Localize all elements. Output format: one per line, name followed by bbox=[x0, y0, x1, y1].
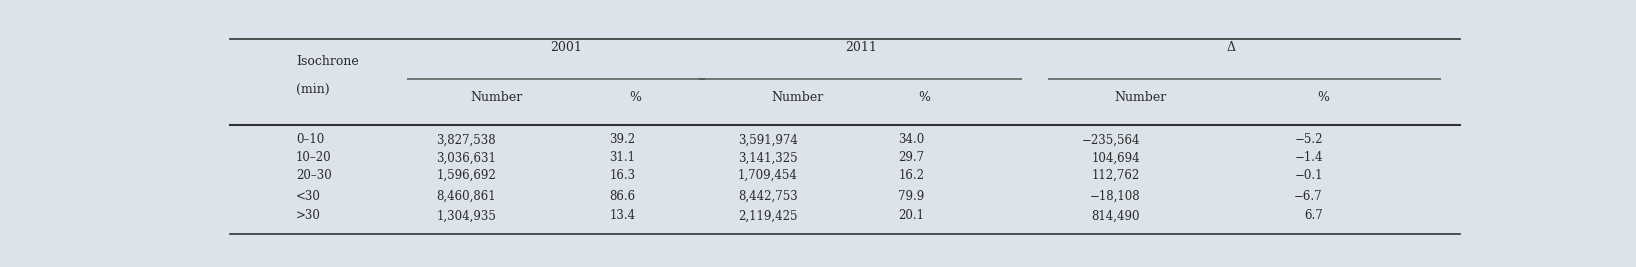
Text: >30: >30 bbox=[296, 209, 321, 222]
Text: −18,108: −18,108 bbox=[1090, 190, 1140, 203]
Text: %: % bbox=[630, 91, 641, 104]
Text: 31.1: 31.1 bbox=[610, 151, 635, 164]
Text: −0.1: −0.1 bbox=[1294, 169, 1324, 182]
Text: 3,036,631: 3,036,631 bbox=[437, 151, 496, 164]
Text: 6.7: 6.7 bbox=[1304, 209, 1324, 222]
Text: 86.6: 86.6 bbox=[610, 190, 635, 203]
Text: 1,709,454: 1,709,454 bbox=[738, 169, 798, 182]
Text: −235,564: −235,564 bbox=[1081, 134, 1140, 147]
Text: 3,591,974: 3,591,974 bbox=[738, 134, 798, 147]
Text: −6.7: −6.7 bbox=[1294, 190, 1324, 203]
Text: (min): (min) bbox=[296, 83, 329, 96]
Text: 112,762: 112,762 bbox=[1091, 169, 1140, 182]
Text: Δ: Δ bbox=[1227, 41, 1237, 54]
Text: 2,119,425: 2,119,425 bbox=[738, 209, 798, 222]
Text: Number: Number bbox=[1114, 91, 1166, 104]
Text: 20.1: 20.1 bbox=[898, 209, 924, 222]
Text: 39.2: 39.2 bbox=[610, 134, 635, 147]
Text: 34.0: 34.0 bbox=[898, 134, 924, 147]
Text: 1,596,692: 1,596,692 bbox=[437, 169, 496, 182]
Text: 0–10: 0–10 bbox=[296, 134, 324, 147]
Text: <30: <30 bbox=[296, 190, 321, 203]
Text: 79.9: 79.9 bbox=[898, 190, 924, 203]
Text: −1.4: −1.4 bbox=[1294, 151, 1324, 164]
Text: 3,141,325: 3,141,325 bbox=[738, 151, 798, 164]
Text: 16.3: 16.3 bbox=[610, 169, 635, 182]
Text: 8,460,861: 8,460,861 bbox=[437, 190, 496, 203]
Text: 16.2: 16.2 bbox=[898, 169, 924, 182]
Text: 20–30: 20–30 bbox=[296, 169, 332, 182]
Text: 13.4: 13.4 bbox=[610, 209, 635, 222]
Text: 29.7: 29.7 bbox=[898, 151, 924, 164]
Text: 814,490: 814,490 bbox=[1091, 209, 1140, 222]
Text: 104,694: 104,694 bbox=[1091, 151, 1140, 164]
Text: Isochrone: Isochrone bbox=[296, 55, 358, 68]
Text: Number: Number bbox=[470, 91, 522, 104]
Text: 2001: 2001 bbox=[550, 41, 582, 54]
Text: −5.2: −5.2 bbox=[1294, 134, 1324, 147]
Text: 3,827,538: 3,827,538 bbox=[437, 134, 496, 147]
Text: Number: Number bbox=[772, 91, 825, 104]
Text: 8,442,753: 8,442,753 bbox=[738, 190, 798, 203]
Text: 10–20: 10–20 bbox=[296, 151, 332, 164]
Text: 2011: 2011 bbox=[846, 41, 877, 54]
Text: 1,304,935: 1,304,935 bbox=[437, 209, 496, 222]
Text: %: % bbox=[1317, 91, 1328, 104]
Text: %: % bbox=[919, 91, 931, 104]
